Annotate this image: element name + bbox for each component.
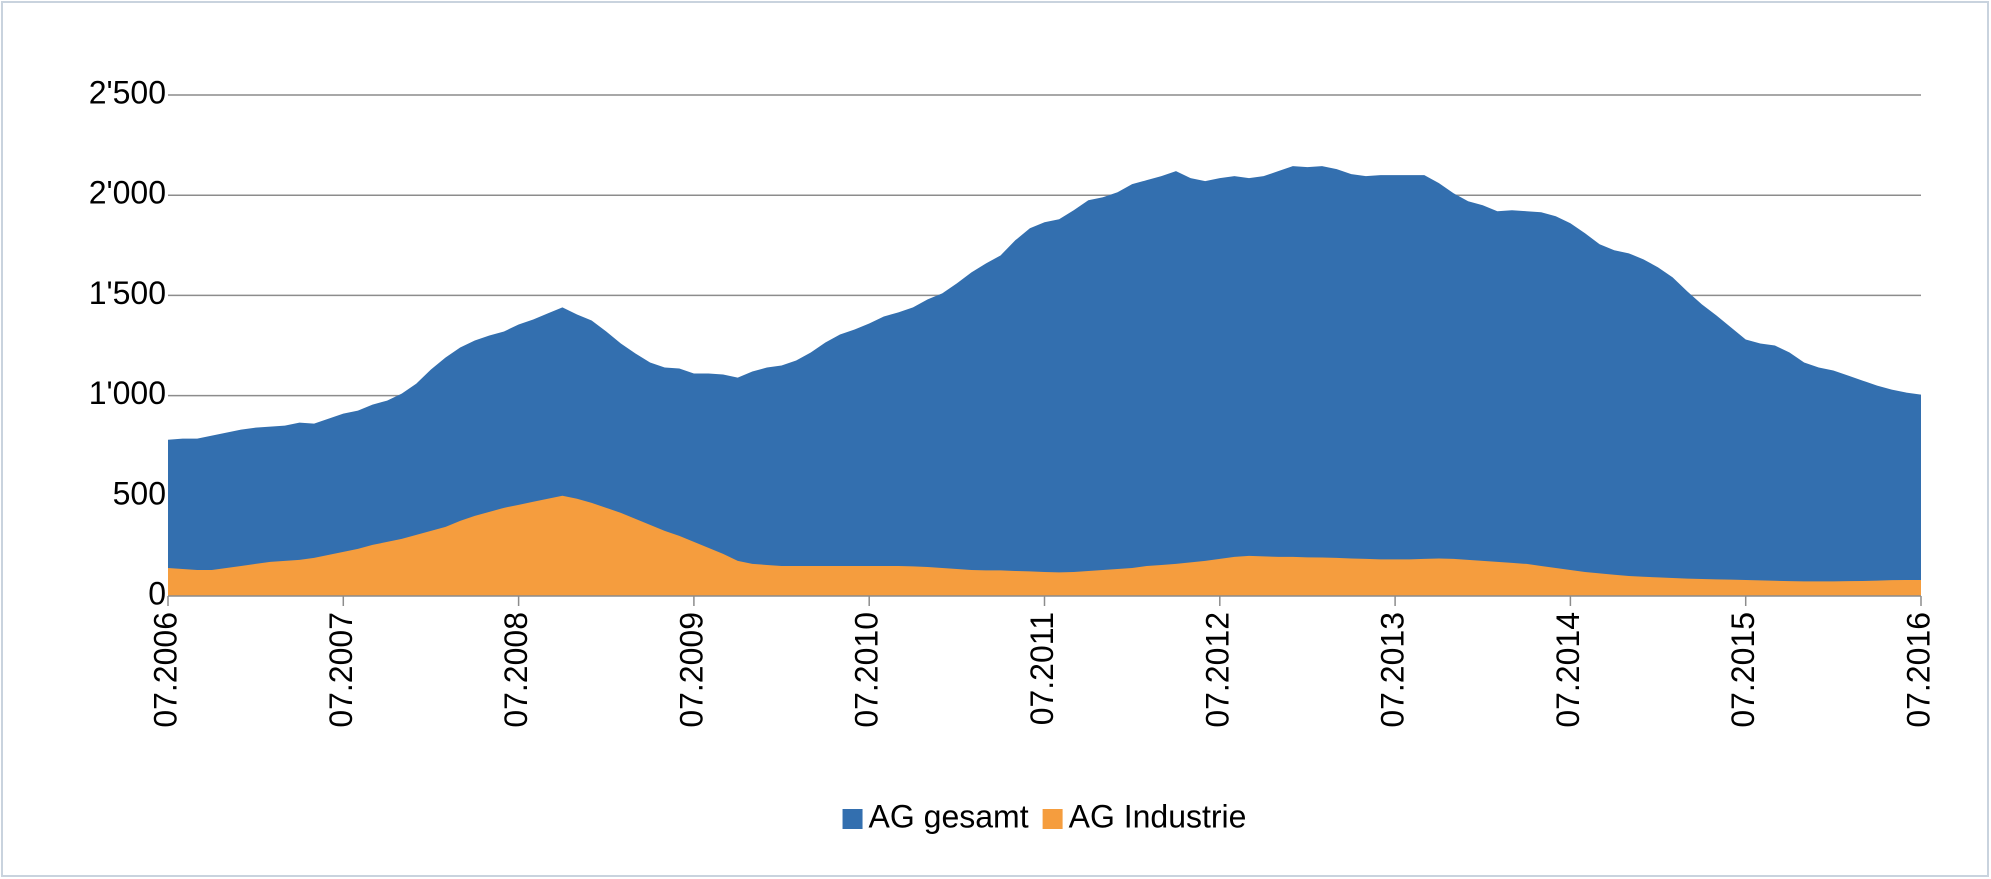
area: [168, 495, 1921, 596]
x-tick-label: 07.2014: [1550, 612, 1586, 728]
x-tick-label: 07.2009: [673, 612, 709, 728]
area: [168, 166, 1921, 596]
y-tick-label: 2'500: [89, 74, 166, 110]
x-tick-label: 07.2012: [1199, 612, 1235, 728]
x-tick-label: 07.2015: [1725, 612, 1761, 728]
x-tick-label: 07.2010: [849, 612, 885, 728]
y-tick-label: 2'000: [89, 175, 166, 211]
legend-label: AG gesamt: [869, 798, 1029, 834]
x-tick-label: 07.2011: [1024, 612, 1060, 725]
y-tick-label: 1'000: [89, 375, 166, 411]
y-tick-label: 500: [113, 475, 166, 511]
legend-label: AG Industrie: [1069, 798, 1247, 834]
legend-swatch: [842, 809, 863, 829]
legend-item: AG Industrie: [1042, 798, 1247, 834]
x-tick-label: 07.2008: [498, 612, 534, 728]
x-tick-label: 07.2016: [1900, 612, 1936, 728]
x-tick-label: 07.2007: [323, 612, 359, 728]
y-tick-label: 0: [148, 575, 166, 611]
x-tick-label: 07.2006: [147, 612, 183, 728]
y-tick-label: 1'500: [89, 275, 166, 311]
legend-item: AG gesamt: [842, 798, 1029, 834]
x-tick-label: 07.2013: [1375, 612, 1411, 728]
legend-swatch: [1042, 809, 1063, 829]
